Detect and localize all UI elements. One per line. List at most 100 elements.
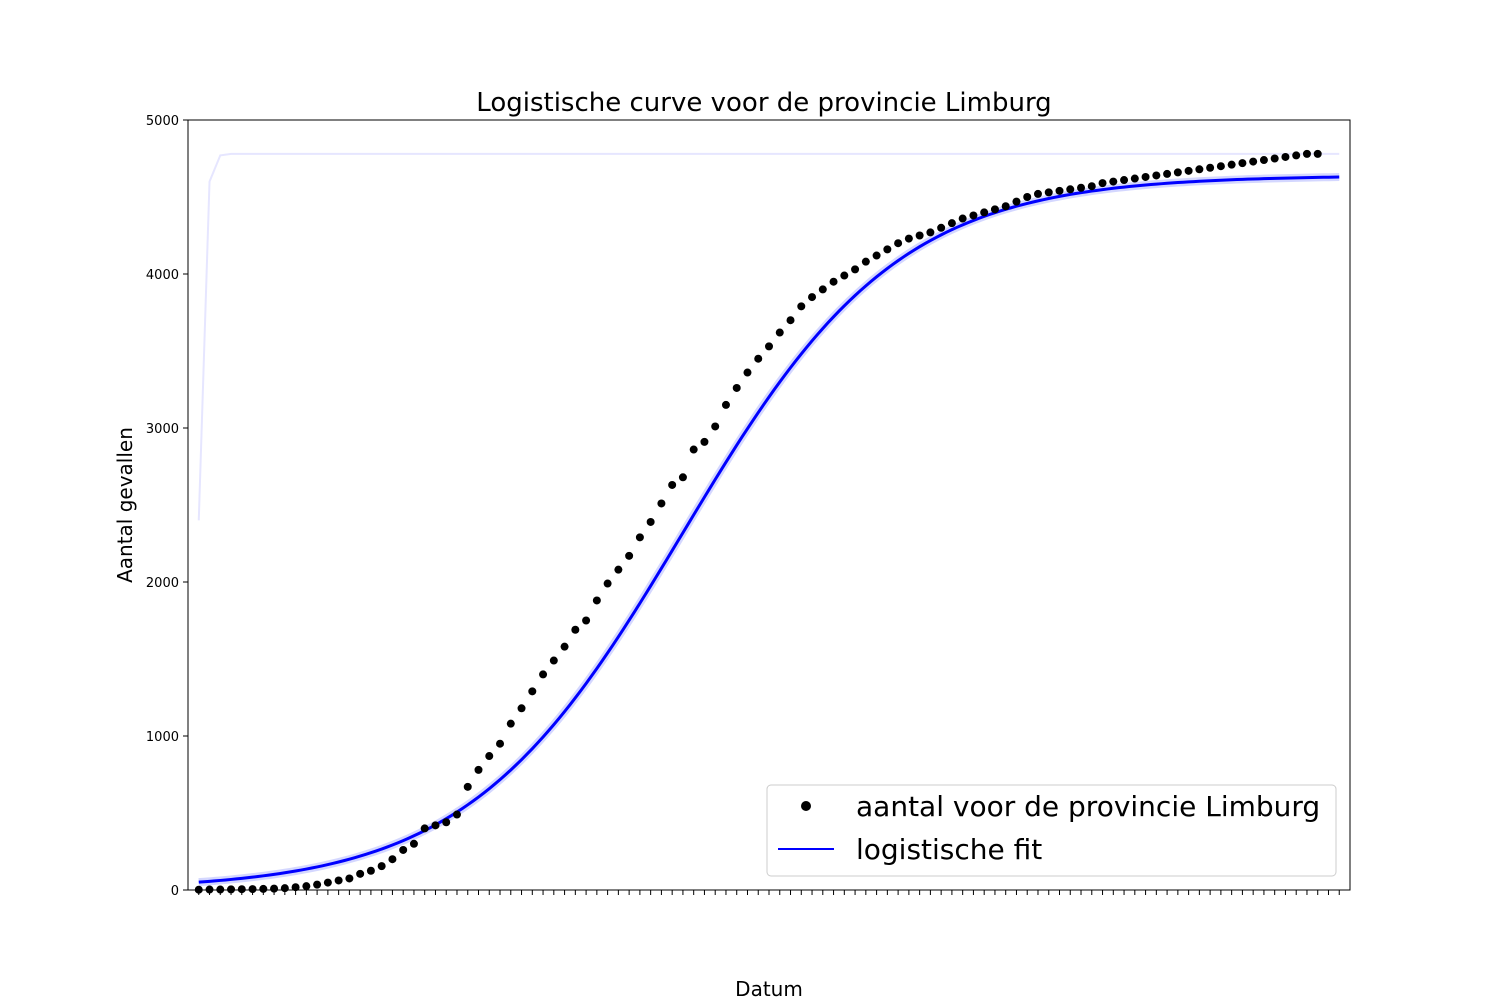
data-point bbox=[668, 480, 677, 489]
data-point bbox=[1281, 152, 1290, 161]
data-point bbox=[765, 342, 773, 351]
data-point bbox=[840, 271, 849, 280]
y-axis-ticks: 0 1000 2000 3000 4000 5000 bbox=[146, 114, 188, 899]
legend: aantal voor de provincie Limburg logisti… bbox=[766, 784, 1337, 877]
data-point bbox=[614, 565, 623, 574]
data-point bbox=[539, 670, 548, 679]
data-point bbox=[506, 719, 515, 728]
data-point bbox=[1055, 186, 1064, 195]
data-point bbox=[926, 228, 935, 237]
data-point bbox=[549, 656, 558, 665]
data-point bbox=[657, 499, 666, 508]
data-point bbox=[1249, 157, 1258, 166]
data-point bbox=[872, 251, 881, 260]
data-point bbox=[1195, 165, 1204, 174]
data-point bbox=[1270, 154, 1279, 163]
data-point bbox=[227, 885, 236, 894]
y-tick-label: 2000 bbox=[146, 576, 179, 591]
data-point bbox=[1120, 176, 1129, 185]
y-tick-label: 5000 bbox=[146, 114, 179, 129]
data-point bbox=[496, 739, 505, 748]
data-point bbox=[1302, 149, 1311, 158]
data-point bbox=[883, 245, 892, 254]
data-point bbox=[1227, 160, 1236, 169]
data-point bbox=[678, 473, 687, 482]
data-point bbox=[1087, 182, 1096, 191]
data-point bbox=[635, 533, 644, 542]
data-point bbox=[1066, 185, 1075, 194]
data-point bbox=[646, 517, 655, 526]
data-point bbox=[990, 205, 999, 214]
data-point bbox=[1238, 159, 1247, 168]
data-point bbox=[420, 824, 429, 833]
data-point bbox=[345, 874, 354, 883]
data-point bbox=[797, 302, 806, 311]
data-point bbox=[958, 214, 967, 223]
data-point bbox=[1001, 202, 1010, 211]
data-point bbox=[313, 880, 322, 889]
data-point bbox=[1077, 183, 1086, 192]
y-tick-label: 4000 bbox=[146, 268, 179, 283]
data-point bbox=[732, 383, 741, 392]
data-point bbox=[571, 625, 580, 634]
data-point bbox=[818, 285, 827, 294]
fit-uncertainty-band bbox=[198, 173, 1340, 887]
data-point bbox=[829, 277, 838, 286]
data-point bbox=[1098, 179, 1107, 188]
data-point bbox=[1023, 193, 1032, 201]
fit-band-curve bbox=[197, 152, 1340, 521]
data-point bbox=[1173, 168, 1182, 177]
legend-label-points: aantal voor de provincie Limburg bbox=[856, 790, 1320, 823]
fit-line-layer bbox=[198, 173, 1340, 887]
data-point bbox=[1313, 149, 1322, 158]
data-point bbox=[592, 596, 601, 605]
data-point bbox=[743, 368, 752, 377]
data-point bbox=[808, 293, 817, 302]
data-point bbox=[259, 884, 268, 893]
data-point bbox=[700, 437, 709, 446]
data-point bbox=[904, 234, 913, 243]
data-point bbox=[356, 869, 365, 878]
data-point bbox=[237, 885, 246, 894]
data-point bbox=[366, 866, 375, 875]
x-axis-ticks bbox=[198, 890, 1340, 895]
data-point bbox=[603, 579, 612, 588]
data-point bbox=[377, 862, 386, 871]
data-point bbox=[625, 551, 634, 560]
legend-marker-points bbox=[801, 801, 811, 811]
data-point bbox=[1130, 174, 1139, 183]
data-point bbox=[1152, 171, 1161, 180]
data-point bbox=[248, 885, 257, 894]
data-point bbox=[980, 208, 989, 217]
data-point bbox=[388, 855, 397, 864]
data-point bbox=[582, 616, 591, 625]
data-point bbox=[474, 765, 483, 774]
logistic-fit-line bbox=[198, 175, 1340, 884]
legend-box bbox=[766, 784, 1337, 877]
data-point bbox=[1109, 177, 1118, 186]
plot-area-frame bbox=[187, 119, 1351, 891]
data-point bbox=[969, 211, 978, 220]
data-point bbox=[270, 884, 279, 893]
data-point bbox=[947, 219, 956, 228]
data-point bbox=[915, 231, 924, 240]
data-point bbox=[689, 445, 698, 454]
data-point bbox=[1141, 172, 1150, 181]
data-point bbox=[1033, 189, 1042, 198]
data-points-layer bbox=[194, 149, 1322, 894]
data-point bbox=[775, 328, 784, 337]
data-point bbox=[528, 687, 537, 696]
data-point bbox=[517, 704, 526, 713]
y-tick-label: 3000 bbox=[146, 422, 179, 437]
data-point bbox=[291, 883, 300, 892]
data-point bbox=[302, 882, 311, 891]
fit-band-layer bbox=[197, 152, 1340, 521]
y-axis-label: Aantal gevallen bbox=[113, 427, 137, 583]
data-point bbox=[1206, 163, 1215, 172]
data-point bbox=[560, 642, 569, 651]
data-point bbox=[334, 876, 343, 885]
data-point bbox=[452, 810, 461, 819]
data-point bbox=[861, 257, 870, 266]
y-tick-label: 1000 bbox=[146, 730, 179, 745]
data-point bbox=[1216, 162, 1225, 171]
